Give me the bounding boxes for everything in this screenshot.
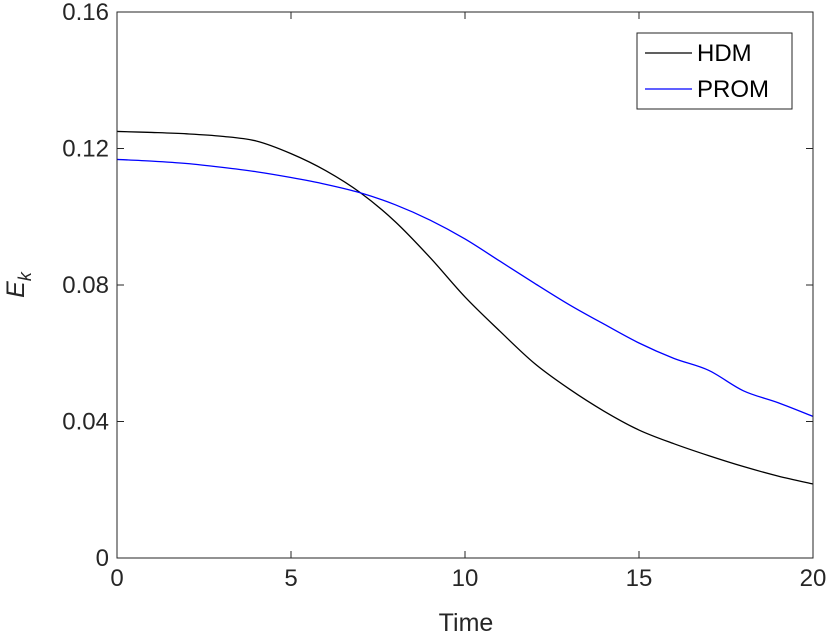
series-line-hdm [116, 130, 814, 485]
y-axis-label: Ek [2, 271, 35, 298]
x-tick-label: 20 [800, 565, 827, 592]
legend-label-hdm: HDM [697, 40, 752, 67]
legend-label-prom: PROM [697, 76, 769, 103]
legend: HDM PROM [636, 32, 793, 110]
legend-box [636, 32, 793, 110]
y-tick-label: 0.08 [62, 272, 109, 299]
x-tick-label: 10 [452, 565, 479, 592]
x-tick-label: 5 [284, 565, 297, 592]
x-tick-label: 15 [626, 565, 653, 592]
y-tick-label: 0 [96, 545, 109, 572]
y-tick-label: 0.04 [62, 409, 109, 436]
series-layer [116, 130, 814, 485]
x-tick-label: 0 [110, 565, 123, 592]
y-tick-label: 0.12 [62, 136, 109, 163]
ticks: 0 5 10 15 20 0 0.04 0.08 0.12 0.16 [62, 0, 826, 592]
series-line-prom [116, 158, 814, 417]
x-axis-label: Time [439, 609, 494, 636]
y-axis-label-subscript: k [15, 271, 35, 281]
axis-labels: Time Ek [2, 271, 493, 636]
y-tick-label: 0.16 [62, 0, 109, 26]
